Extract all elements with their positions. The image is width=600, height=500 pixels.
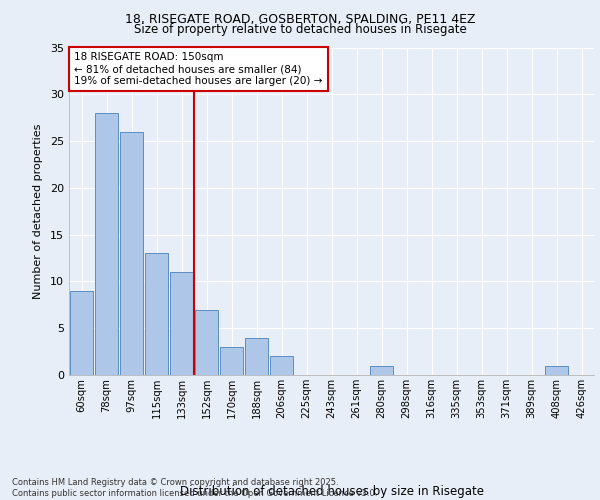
Bar xyxy=(545,366,568,375)
Text: Size of property relative to detached houses in Risegate: Size of property relative to detached ho… xyxy=(134,22,466,36)
Bar xyxy=(70,291,94,375)
X-axis label: Distribution of detached houses by size in Risegate: Distribution of detached houses by size … xyxy=(179,485,484,498)
Bar xyxy=(194,310,218,375)
Bar xyxy=(145,254,169,375)
Bar xyxy=(370,366,394,375)
Bar xyxy=(220,347,244,375)
Y-axis label: Number of detached properties: Number of detached properties xyxy=(33,124,43,299)
Text: 18 RISEGATE ROAD: 150sqm
← 81% of detached houses are smaller (84)
19% of semi-d: 18 RISEGATE ROAD: 150sqm ← 81% of detach… xyxy=(74,52,323,86)
Bar xyxy=(170,272,193,375)
Bar xyxy=(95,113,118,375)
Bar xyxy=(119,132,143,375)
Bar xyxy=(269,356,293,375)
Text: 18, RISEGATE ROAD, GOSBERTON, SPALDING, PE11 4EZ: 18, RISEGATE ROAD, GOSBERTON, SPALDING, … xyxy=(125,12,475,26)
Text: Contains HM Land Registry data © Crown copyright and database right 2025.
Contai: Contains HM Land Registry data © Crown c… xyxy=(12,478,377,498)
Bar xyxy=(245,338,268,375)
